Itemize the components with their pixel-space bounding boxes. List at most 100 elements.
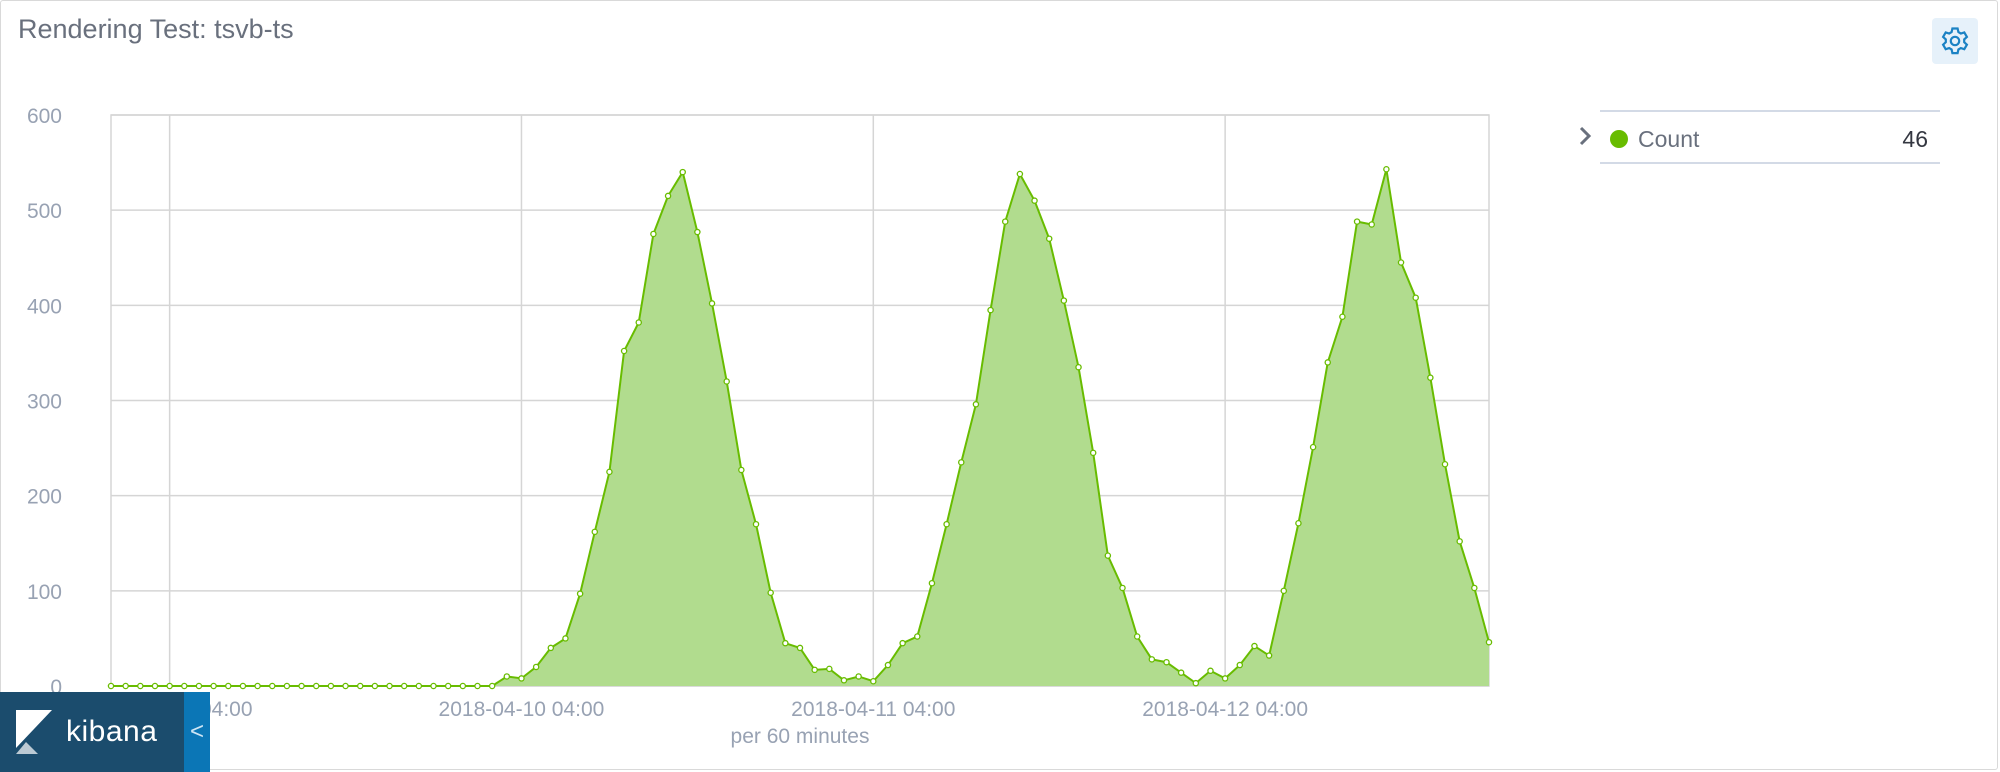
data-point — [342, 682, 349, 690]
series-area-count — [111, 169, 1489, 686]
data-point — [1060, 297, 1068, 304]
data-point — [694, 228, 701, 236]
data-point — [122, 682, 129, 690]
data-point — [195, 682, 203, 690]
data-point — [899, 639, 906, 647]
data-point — [767, 589, 774, 596]
data-point — [576, 590, 584, 597]
data-point — [1251, 642, 1258, 650]
data-point — [1324, 359, 1331, 366]
data-point — [884, 661, 892, 669]
data-point — [796, 644, 804, 652]
legend-divider-top — [1600, 110, 1940, 112]
data-point — [1309, 443, 1317, 451]
data-point — [1148, 656, 1156, 663]
data-point — [635, 319, 642, 326]
data-point — [1339, 313, 1346, 320]
data-point — [1441, 461, 1449, 468]
data-point — [1119, 584, 1126, 592]
data-point — [1075, 363, 1082, 371]
data-point — [283, 682, 291, 690]
panel-title: Rendering Test: tsvb-ts — [18, 14, 294, 44]
legend-item[interactable]: Count 46 — [1576, 112, 1940, 162]
data-point — [166, 682, 173, 690]
data-point — [225, 682, 232, 690]
data-point — [1163, 658, 1170, 666]
data-point — [752, 520, 760, 528]
data-point — [532, 663, 540, 671]
data-point — [1353, 218, 1361, 225]
y-tick-label: 400 — [27, 295, 62, 318]
x-tick-label: 2018-04-12 04:00 — [1142, 698, 1308, 721]
data-point — [386, 682, 393, 690]
data-point — [400, 682, 408, 690]
data-point — [1485, 638, 1493, 646]
data-point — [1456, 538, 1463, 545]
data-point — [1368, 221, 1375, 228]
data-point — [855, 673, 862, 680]
kibana-badge-main: kibana — [0, 692, 184, 772]
data-point — [591, 528, 599, 536]
chevron-right-icon[interactable] — [1576, 124, 1596, 148]
y-tick-label: 0 — [50, 676, 62, 699]
data-point — [840, 677, 848, 684]
data-point — [1236, 661, 1244, 669]
y-tick-label: 500 — [27, 200, 62, 223]
data-point — [137, 682, 144, 690]
legend: Count 46 — [1576, 110, 1940, 164]
kibana-label: kibana — [66, 715, 158, 748]
settings-button[interactable] — [1932, 18, 1978, 64]
x-axis-label: per 60 minutes — [731, 725, 870, 748]
y-tick-label: 300 — [27, 391, 62, 414]
data-point — [1045, 235, 1053, 242]
data-point — [210, 682, 217, 690]
kibana-logo-icon — [16, 710, 52, 754]
collapse-icon[interactable]: < — [184, 692, 210, 772]
data-point — [503, 673, 511, 680]
data-point — [1104, 552, 1112, 559]
data-point — [547, 644, 555, 652]
data-point — [1192, 679, 1200, 687]
data-point — [1383, 165, 1390, 173]
data-point — [708, 300, 716, 307]
y-tick-label: 200 — [27, 486, 62, 509]
legend-series-name: Count — [1638, 126, 1700, 152]
data-point — [620, 347, 628, 355]
data-point — [679, 168, 686, 176]
data-point — [782, 639, 789, 647]
y-tick-label: 100 — [27, 581, 62, 604]
data-point — [1016, 170, 1024, 178]
data-point — [356, 682, 364, 690]
data-point — [312, 682, 320, 690]
y-tick-label: 600 — [27, 105, 62, 128]
legend-divider-bottom — [1600, 162, 1940, 164]
data-point — [1412, 294, 1419, 301]
data-point — [1427, 374, 1434, 381]
data-point — [1397, 259, 1405, 266]
data-point — [430, 682, 437, 690]
data-point — [371, 682, 379, 690]
data-point — [1471, 584, 1478, 592]
data-point — [1031, 197, 1038, 204]
legend-series-value: 46 — [1902, 126, 1928, 152]
legend-color-dot — [1610, 130, 1628, 148]
data-point — [1001, 218, 1009, 225]
data-point — [459, 682, 467, 690]
data-point — [943, 520, 950, 528]
data-point — [1089, 449, 1097, 457]
data-point — [870, 677, 877, 685]
data-point — [1177, 669, 1185, 676]
data-point — [415, 682, 423, 690]
data-point — [914, 633, 921, 640]
data-point — [518, 675, 525, 682]
data-point — [474, 682, 481, 690]
data-point — [1265, 652, 1273, 659]
data-point — [928, 579, 936, 587]
kibana-badge[interactable]: kibana < — [0, 692, 210, 772]
data-point — [650, 230, 657, 238]
data-point — [298, 682, 305, 690]
data-point — [1221, 675, 1229, 682]
data-point — [107, 682, 115, 690]
data-point — [826, 665, 833, 673]
